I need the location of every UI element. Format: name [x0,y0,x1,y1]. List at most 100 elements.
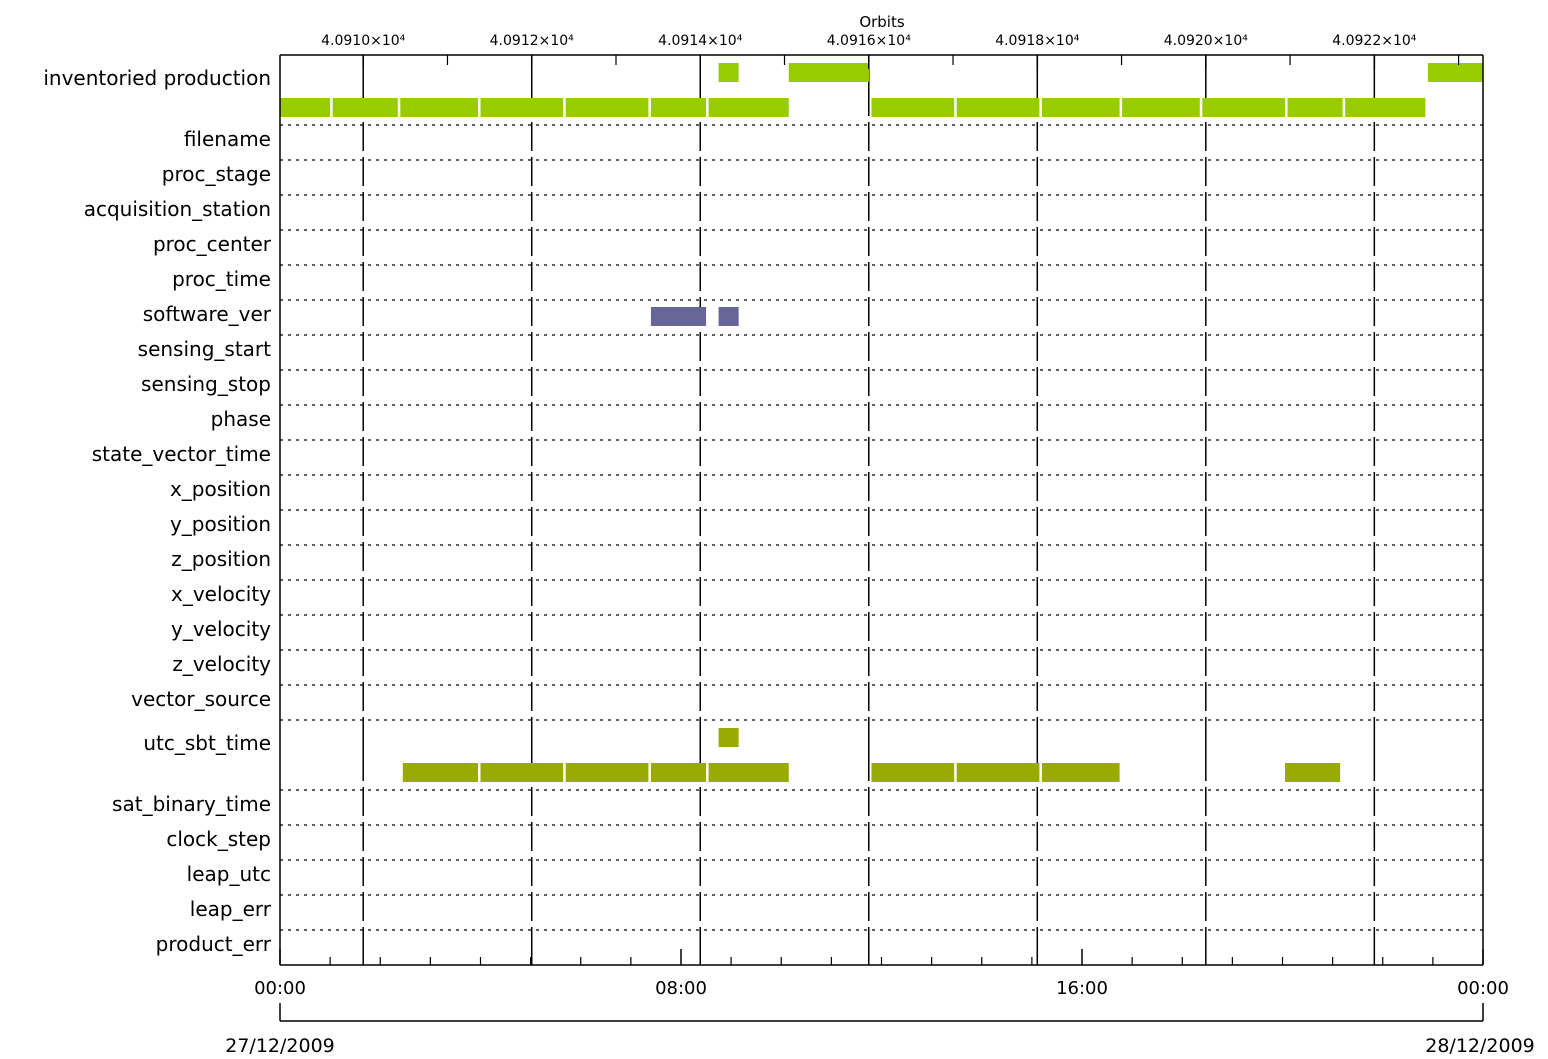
row-label: y_position [170,512,271,536]
grid-layer [280,55,1483,965]
gridline-gap [1203,221,1208,227]
gridline-gap [1203,781,1208,787]
gridline-gap [529,361,534,367]
row-label: inventoried production [43,66,271,90]
bar-segment [650,763,707,782]
gridline-gap [698,116,703,122]
gridline-gap [529,641,534,647]
gridline-gap [361,501,366,507]
bar-segment [788,63,869,82]
gridline-gap [698,431,703,437]
row-label: state_vector_time [92,442,271,466]
gridline-gap [698,361,703,367]
gridline-gap [1372,431,1377,437]
gridline-gap [698,326,703,332]
gridline-gap [1372,256,1377,262]
gridline-gap [1372,396,1377,402]
gridline-gap [361,571,366,577]
row-label: x_position [170,477,271,501]
gridline-gap [1372,676,1377,682]
gridline-gap [1372,326,1377,332]
frame-layer [279,54,1484,1022]
gridline-gap [361,151,366,157]
orbit-tick-label: 4.0914×10⁴ [658,33,743,49]
bar-segment [956,763,1040,782]
bar-segment [650,98,707,117]
gridline-gap [866,361,871,367]
gridline-gap [698,816,703,822]
gridline-gap [529,851,534,857]
gridline-gap [1372,186,1377,192]
gridline-gap [1203,851,1208,857]
gridline-gap [866,326,871,332]
gridline-gap [529,221,534,227]
gridline-gap [698,921,703,927]
gridline-gap [1372,536,1377,542]
gridline-gap [1372,466,1377,472]
gridline-gap [361,221,366,227]
row-label: vector_source [131,687,271,711]
gridline-gap [361,326,366,332]
gridline-gap [361,641,366,647]
gridline-gap [866,641,871,647]
bars-layer [280,63,1483,782]
gridline-gap [529,396,534,402]
gridline-gap [361,606,366,612]
gridline-gap [361,116,366,122]
bar-segment [1041,98,1120,117]
gridline-gap [361,851,366,857]
row-label: proc_time [172,267,271,291]
gridline-gap [1035,221,1040,227]
gridline-gap [866,256,871,262]
gridline-gap [1203,361,1208,367]
row-label: software_ver [143,302,272,326]
hour-tick-label: 00:00 [254,978,306,999]
gridline-gap [866,816,871,822]
gridline-gap [361,711,366,717]
gridline-gap [529,606,534,612]
bar-segment [650,307,707,326]
bar-segment [402,763,478,782]
gridline-gap [1203,466,1208,472]
gridline-gap [1372,711,1377,717]
gridline-gap [1372,291,1377,297]
bar-segment [1202,98,1286,117]
gridline-gap [1203,676,1208,682]
bar-segment [708,98,789,117]
gridline-gap [698,781,703,787]
gridline-gap [866,466,871,472]
gridline-gap [1372,921,1377,927]
gridline-gap [866,606,871,612]
bar-segment [1285,763,1341,782]
gridline-gap [361,781,366,787]
gridline-gap [698,186,703,192]
gridline-gap [698,676,703,682]
gridline-gap [866,431,871,437]
gridline-gap [698,606,703,612]
gridline-gap [698,466,703,472]
orbit-tick-label: 4.0916×10⁴ [827,33,912,49]
end-date-label: 28/12/2009 [1425,1035,1535,1057]
gridline-gap [1203,396,1208,402]
gridline-gap [529,816,534,822]
gridline-gap [1372,641,1377,647]
gridline-gap [529,711,534,717]
gridline-gap [1035,291,1040,297]
orbit-tick-label: 4.0922×10⁴ [1332,33,1417,49]
gridline-gap [361,676,366,682]
gridline-gap [866,116,871,122]
gridline-gap [1203,816,1208,822]
gridline-gap [698,256,703,262]
gridline-gap [1372,606,1377,612]
row-label: phase [211,407,271,431]
gridline-gap [1203,151,1208,157]
gridline-gap [529,571,534,577]
gridline-gap [529,536,534,542]
row-label: proc_center [153,232,272,256]
gridline-gap [529,256,534,262]
gridline-gap [698,396,703,402]
gridline-gap [529,431,534,437]
bar-segment [565,98,649,117]
hour-tick-label: 00:00 [1457,978,1509,999]
